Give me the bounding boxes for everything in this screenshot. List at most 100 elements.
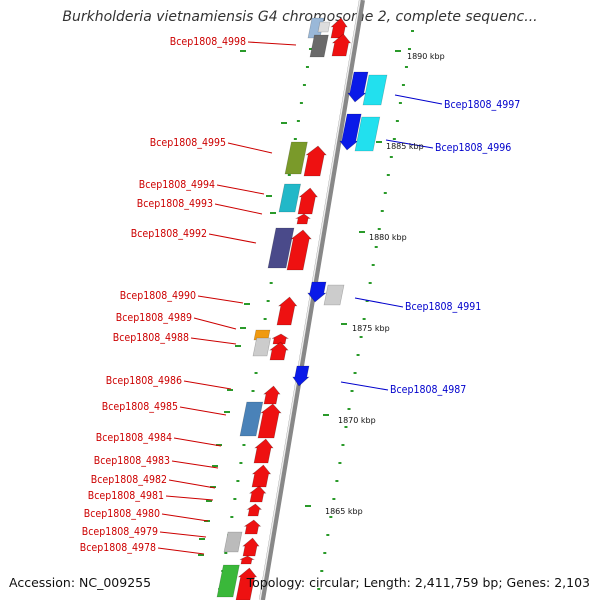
leader-line [161, 513, 209, 522]
track-dot [386, 174, 390, 176]
feature-dash [281, 122, 287, 124]
track-dot [407, 48, 411, 50]
gene-arrow-reverse [239, 555, 256, 565]
gene-arrow-reverse [235, 567, 258, 600]
gene-label[interactable]: Bcep1808_4993 [137, 198, 213, 210]
track-dot [344, 426, 348, 428]
gene-label[interactable]: Bcep1808_4992 [131, 228, 207, 240]
gene-arrow-reverse [243, 519, 262, 535]
track-dot [230, 516, 234, 518]
gene-arrow-reverse [331, 33, 352, 57]
gene-label[interactable]: Bcep1808_4990 [120, 290, 196, 302]
gene-arrow-reverse [253, 438, 274, 464]
gene-box [317, 21, 331, 33]
track-dot [308, 48, 312, 50]
track-dot [395, 120, 399, 122]
feature-dash [212, 465, 218, 467]
gene-label[interactable]: Bcep1808_4982 [91, 474, 167, 486]
gene-arrow-forward [339, 113, 362, 151]
track-dot [341, 444, 345, 446]
gene-box [284, 141, 308, 175]
feature-dash [270, 212, 276, 214]
track-dot [299, 102, 303, 104]
track-dot [323, 552, 327, 554]
track-dot [317, 588, 321, 590]
track-dot [239, 462, 243, 464]
feature-dash [199, 538, 205, 540]
feature-dash [224, 411, 230, 413]
label-leader-lines [157, 41, 443, 555]
track-dot [293, 138, 297, 140]
gene-arrow-reverse [276, 296, 298, 326]
leader-line [227, 142, 273, 154]
gene-label[interactable]: Bcep1808_4981 [88, 490, 164, 502]
gene-arrow-reverse [303, 145, 327, 177]
leader-line [190, 337, 237, 345]
leader-line [171, 460, 219, 469]
gene-box [323, 284, 345, 306]
gene-box [362, 74, 388, 106]
gene-arrow-reverse [251, 464, 272, 488]
gene-label[interactable]: Bcep1808_4995 [150, 137, 226, 149]
leader-line [208, 233, 257, 244]
gene-label[interactable]: Bcep1808_4978 [80, 542, 156, 554]
leader-line [354, 297, 404, 308]
map-title: Burkholderia vietnamiensis G4 chromosome… [62, 9, 538, 25]
track-dot [320, 570, 324, 572]
gene-label[interactable]: Bcep1808_4983 [94, 455, 170, 467]
backbone-line [259, 0, 365, 600]
scale-tick-label: 1870 kbp [338, 416, 376, 425]
gene-label[interactable]: Bcep1808_4980 [84, 508, 160, 520]
track-dot [398, 102, 402, 104]
track-dot [335, 480, 339, 482]
gene-box [239, 401, 264, 437]
gene-label[interactable]: Bcep1808_4997 [444, 99, 520, 111]
track-dot [326, 534, 330, 536]
leader-line [179, 406, 227, 416]
track-dot [371, 264, 375, 266]
track-dot [368, 282, 372, 284]
track-dot [411, 30, 414, 32]
gene-arrow-reverse [257, 403, 282, 439]
scale-tick-label: 1885 kbp [386, 142, 424, 151]
leader-line [197, 295, 244, 304]
track-dot [347, 408, 351, 410]
track-dot [401, 84, 405, 86]
track-dot [302, 84, 306, 86]
track-dot [296, 120, 300, 122]
gene-label[interactable]: Bcep1808_4998 [170, 36, 246, 48]
gene-box [354, 116, 381, 152]
scale-tick: 1870 kbp [323, 414, 376, 425]
leader-line [165, 495, 214, 501]
track-dot [224, 552, 228, 554]
gene-arrow-reverse [248, 485, 267, 503]
gene-label[interactable]: Bcep1808_4989 [116, 312, 192, 324]
gene-label[interactable]: Bcep1808_4979 [82, 526, 158, 538]
track-dot [380, 210, 384, 212]
leader-line [173, 437, 222, 447]
leader-line [216, 184, 265, 195]
gene-label[interactable]: Bcep1808_4994 [139, 179, 215, 191]
leader-line [247, 41, 297, 46]
track-dot [389, 156, 393, 158]
gene-arrow-reverse [269, 341, 289, 361]
leader-line [340, 381, 389, 391]
track-dot [287, 174, 291, 176]
leader-line [385, 139, 434, 149]
scale-tick: 1865 kbp [305, 505, 363, 516]
gene-label[interactable]: Bcep1808_4987 [390, 384, 466, 396]
gene-arrow-reverse [294, 213, 312, 225]
gene-box [278, 183, 301, 213]
track-dot [374, 246, 378, 248]
feature-dash [206, 500, 212, 502]
gene-label[interactable]: Bcep1808_4996 [435, 142, 511, 154]
track-dot [356, 354, 360, 356]
gene-label[interactable]: Bcep1808_4986 [106, 375, 182, 387]
gene-label[interactable]: Bcep1808_4985 [102, 401, 178, 413]
gene-label[interactable]: Bcep1808_4988 [113, 332, 189, 344]
feature-dash [216, 444, 222, 446]
gene-label[interactable]: Bcep1808_4984 [96, 432, 172, 444]
gene-label[interactable]: Bcep1808_4991 [405, 301, 481, 313]
leader-line [183, 380, 232, 390]
track-dot [404, 66, 408, 68]
